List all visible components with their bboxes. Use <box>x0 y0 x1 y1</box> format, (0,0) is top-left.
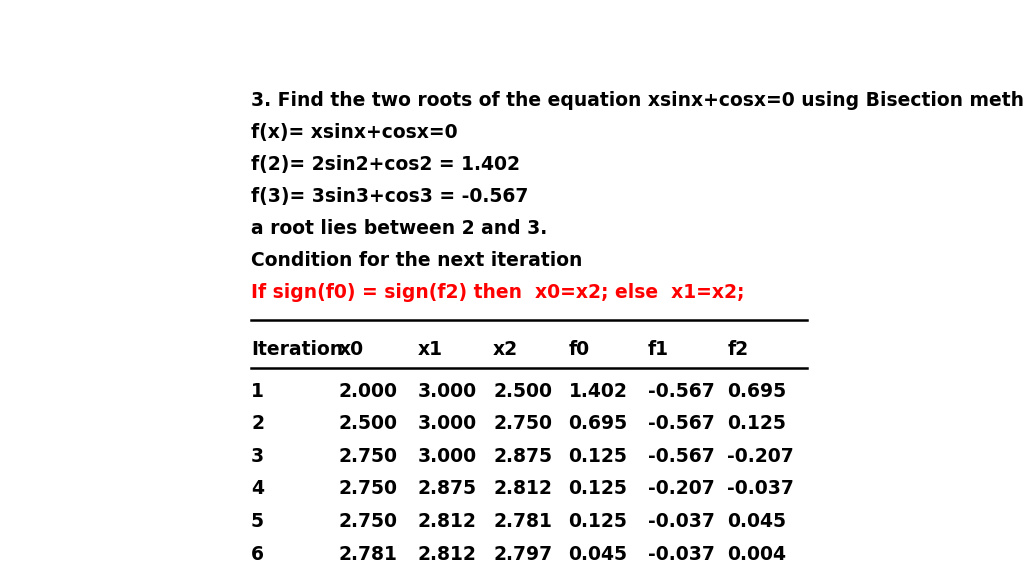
Text: 2.750: 2.750 <box>494 414 552 433</box>
Text: 2.875: 2.875 <box>418 479 476 498</box>
Text: 0.125: 0.125 <box>568 512 628 531</box>
Text: 2.781: 2.781 <box>338 544 397 563</box>
Text: x0: x0 <box>338 340 364 359</box>
Text: 0.125: 0.125 <box>568 479 628 498</box>
Text: 2.875: 2.875 <box>494 447 552 466</box>
Text: 2.750: 2.750 <box>338 479 397 498</box>
Text: 1: 1 <box>251 382 264 401</box>
Text: 2.750: 2.750 <box>338 447 397 466</box>
Text: -0.037: -0.037 <box>648 544 715 563</box>
Text: 2.000: 2.000 <box>338 382 397 401</box>
Text: 0.695: 0.695 <box>727 382 786 401</box>
Text: f(3)= 3sin3+cos3 = -0.567: f(3)= 3sin3+cos3 = -0.567 <box>251 187 528 206</box>
Text: 3: 3 <box>251 447 264 466</box>
Text: x1: x1 <box>418 340 442 359</box>
Text: -0.567: -0.567 <box>648 414 715 433</box>
Text: -0.567: -0.567 <box>648 382 715 401</box>
Text: 0.045: 0.045 <box>727 512 786 531</box>
Text: a root lies between 2 and 3.: a root lies between 2 and 3. <box>251 219 547 238</box>
Text: 3. Find the two roots of the equation xsinx+cosx=0 using Bisection method: 3. Find the two roots of the equation xs… <box>251 92 1024 110</box>
Text: 0.695: 0.695 <box>568 414 628 433</box>
Text: f0: f0 <box>568 340 590 359</box>
Text: 2.500: 2.500 <box>494 382 552 401</box>
Text: 6: 6 <box>251 544 264 563</box>
Text: 5: 5 <box>251 512 264 531</box>
Text: f2: f2 <box>727 340 749 359</box>
Text: 0.045: 0.045 <box>568 544 628 563</box>
Text: 2.500: 2.500 <box>338 414 397 433</box>
Text: 2.812: 2.812 <box>418 544 476 563</box>
Text: 2.797: 2.797 <box>494 544 552 563</box>
Text: Iteration: Iteration <box>251 340 343 359</box>
Text: 0.125: 0.125 <box>727 414 786 433</box>
Text: If sign(f0) = sign(f2) then  x0=x2; else  x1=x2;: If sign(f0) = sign(f2) then x0=x2; else … <box>251 283 744 302</box>
Text: 2.750: 2.750 <box>338 512 397 531</box>
Text: -0.567: -0.567 <box>648 447 715 466</box>
Text: -0.207: -0.207 <box>648 479 715 498</box>
Text: 2.812: 2.812 <box>494 479 552 498</box>
Text: -0.207: -0.207 <box>727 447 794 466</box>
Text: 2: 2 <box>251 414 264 433</box>
Text: 3.000: 3.000 <box>418 447 477 466</box>
Text: 1.402: 1.402 <box>568 382 628 401</box>
Text: 3.000: 3.000 <box>418 382 477 401</box>
Text: 0.125: 0.125 <box>568 447 628 466</box>
Text: 2.781: 2.781 <box>494 512 552 531</box>
Text: 4: 4 <box>251 479 264 498</box>
Text: -0.037: -0.037 <box>727 479 794 498</box>
Text: x2: x2 <box>494 340 518 359</box>
Text: f1: f1 <box>648 340 669 359</box>
Text: f(2)= 2sin2+cos2 = 1.402: f(2)= 2sin2+cos2 = 1.402 <box>251 155 520 174</box>
Text: 2.812: 2.812 <box>418 512 476 531</box>
Text: 0.004: 0.004 <box>727 544 786 563</box>
Text: Condition for the next iteration: Condition for the next iteration <box>251 251 583 270</box>
Text: 3.000: 3.000 <box>418 414 477 433</box>
Text: f(x)= xsinx+cosx=0: f(x)= xsinx+cosx=0 <box>251 123 458 142</box>
Text: -0.037: -0.037 <box>648 512 715 531</box>
